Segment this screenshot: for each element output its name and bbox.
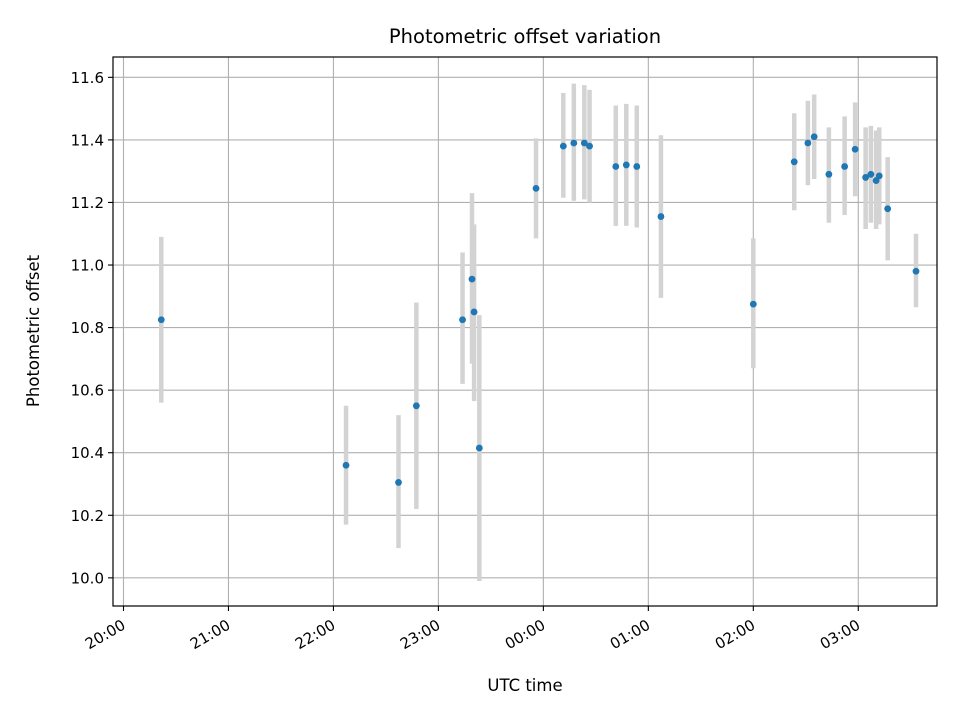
y-tick-label: 11.0 (71, 257, 104, 275)
data-point (570, 139, 578, 147)
data-point (867, 170, 875, 178)
y-axis-label: Photometric offset (24, 254, 43, 407)
data-point (622, 161, 630, 169)
y-tick-label: 10.2 (71, 507, 104, 525)
data-point (532, 184, 540, 192)
data-point (470, 308, 478, 316)
x-tick-label: 00:00 (502, 616, 548, 653)
data-points (157, 133, 920, 486)
x-tick-label: 21:00 (187, 616, 233, 653)
x-tick-label: 01:00 (607, 616, 653, 653)
data-point (825, 170, 833, 178)
data-point (586, 142, 593, 150)
data-point (884, 205, 892, 213)
data-point (475, 444, 483, 452)
data-point (810, 133, 818, 141)
y-axis-ticks: 10.0 10.2 10.4 10.6 10.8 11.0 11.2 11.4 11.6 (71, 69, 113, 587)
data-point (912, 267, 920, 275)
x-axis-ticks: 20:00 21:00 22:00 23:00 00:00 01:00 02:00 03:00 (82, 606, 863, 653)
data-point (157, 316, 165, 324)
y-tick-label: 11.6 (71, 69, 104, 87)
y-tick-label: 11.2 (71, 194, 104, 212)
grid (113, 57, 937, 606)
y-tick-label: 10.0 (71, 569, 104, 587)
data-point (412, 402, 420, 410)
x-tick-label: 03:00 (817, 616, 863, 653)
data-point (459, 316, 466, 324)
data-point (841, 163, 849, 170)
data-point (749, 300, 757, 308)
chart-title: Photometric offset variation (389, 25, 661, 48)
x-tick-label: 23:00 (397, 616, 443, 653)
data-point (862, 174, 870, 181)
data-point (395, 479, 402, 486)
x-tick-label: 02:00 (712, 616, 758, 653)
data-point (804, 139, 812, 147)
data-point (612, 163, 620, 170)
errorbars (159, 83, 919, 581)
y-tick-label: 10.8 (71, 319, 104, 337)
data-point (633, 163, 641, 170)
data-point (851, 145, 859, 153)
y-tick-label: 11.4 (71, 131, 104, 149)
data-point (875, 172, 883, 180)
data-point (559, 142, 567, 150)
x-tick-label: 22:00 (292, 616, 338, 653)
y-tick-label: 10.6 (71, 382, 104, 400)
data-point (468, 275, 476, 283)
data-point (580, 139, 588, 147)
plot-area-frame (112, 56, 938, 607)
data-point (790, 158, 798, 166)
data-point (657, 213, 665, 220)
data-point (342, 461, 350, 469)
x-tick-label: 20:00 (82, 616, 128, 653)
y-tick-label: 10.4 (71, 444, 104, 462)
x-axis-label: UTC time (487, 676, 562, 695)
